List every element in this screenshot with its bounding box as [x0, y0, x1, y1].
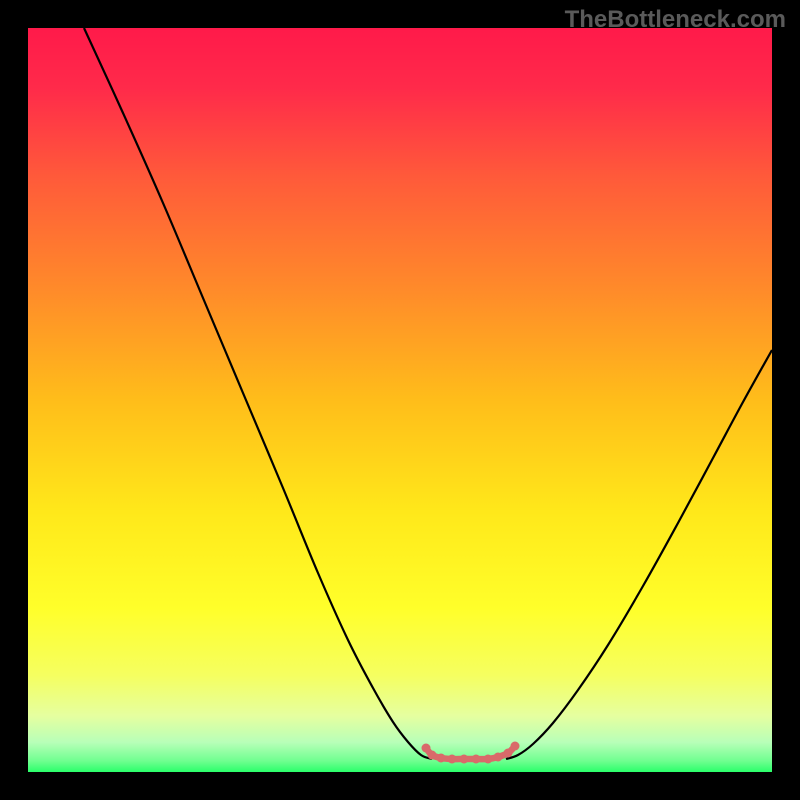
valley-marker-dot — [472, 755, 481, 764]
right-ascending-curve — [506, 350, 772, 759]
plot-area — [28, 28, 772, 772]
valley-marker-dot — [437, 754, 446, 763]
valley-marker-dot — [494, 753, 503, 762]
valley-marker-dot — [448, 755, 457, 764]
valley-marker-dot — [511, 742, 520, 751]
valley-marker-dot — [504, 749, 513, 758]
chart-container: TheBottleneck.com — [0, 0, 800, 800]
valley-marker-dot — [428, 751, 437, 760]
valley-marker-dot — [484, 755, 493, 764]
valley-marker-glyph — [422, 742, 520, 764]
valley-marker-dot — [422, 744, 431, 753]
left-descending-curve — [84, 28, 432, 759]
curve-layer — [28, 28, 772, 772]
watermark-text: TheBottleneck.com — [565, 6, 786, 34]
valley-marker-dot — [460, 755, 469, 764]
